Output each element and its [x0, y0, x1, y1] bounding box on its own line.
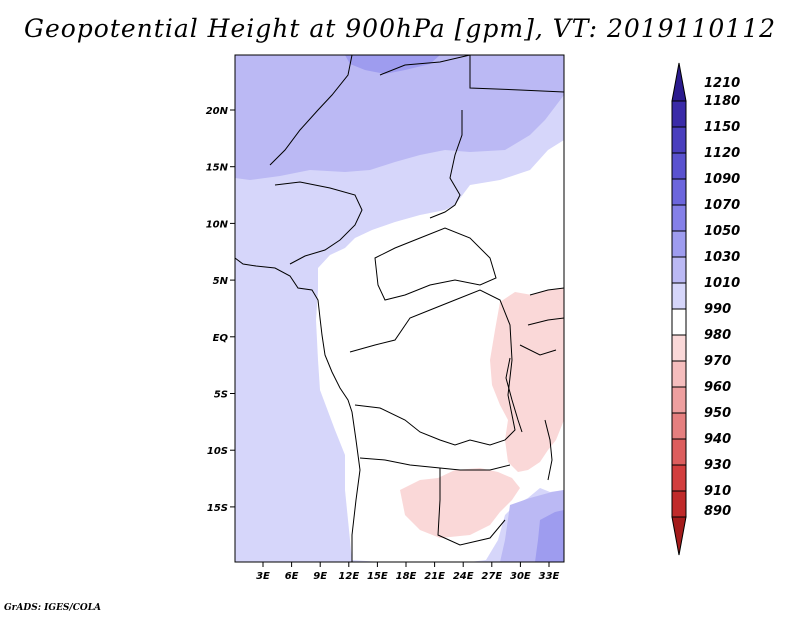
lat-tick-label: 5S	[214, 390, 228, 401]
colorbar-swatch	[671, 308, 687, 336]
lon-tick-label: 9E	[313, 571, 327, 582]
lon-tick-label: 24E	[453, 571, 474, 582]
colorbar-label: 960	[704, 380, 731, 395]
colorbar-label: 1150	[704, 120, 740, 135]
border-east-africa	[519, 287, 564, 356]
border-car	[374, 227, 497, 301]
colorbar-label: 990	[704, 302, 731, 317]
lat-tick-label: EQ	[213, 333, 229, 344]
colorbar-label: 940	[704, 432, 731, 447]
colorbar-label: 970	[704, 354, 731, 369]
lat-tick-label: 20N	[206, 106, 229, 117]
colorbar-label: 950	[704, 406, 731, 421]
colorbar-label: 1090	[704, 172, 740, 187]
colorbar-swatch	[671, 256, 687, 284]
colorbar-swatch	[671, 152, 687, 180]
chart-title: Geopotential Height at 900hPa [gpm], VT:…	[23, 14, 777, 43]
border-nigeria	[274, 181, 363, 265]
lake-tanganyika	[505, 357, 523, 433]
border-sahel	[269, 55, 353, 166]
colorbar-swatch	[671, 334, 687, 362]
colorbar-label: 1010	[704, 276, 740, 291]
lon-tick-label: 15E	[367, 571, 388, 582]
lat-tick-label: 15N	[206, 163, 229, 174]
colorbar-label: 1120	[704, 146, 740, 161]
map-frame	[234, 54, 565, 563]
colorbar-swatch	[671, 204, 687, 232]
colorbar-swatch	[671, 490, 687, 518]
band-980-east	[490, 288, 564, 472]
credit-label: GrADS: IGES/COLA	[4, 603, 102, 613]
colorbar: 1210 1180 1150 1120 1090 1070 1050 1030 1010 990 9…	[671, 62, 740, 556]
colorbar-swatch	[671, 126, 687, 154]
lon-tick-label: 27E	[481, 571, 502, 582]
band-980-south	[400, 468, 520, 538]
lat-tick-label: 10S	[207, 446, 228, 457]
latitude-axis: 20N 15N 10N 5N EQ 5S 10S 15S	[206, 106, 235, 514]
colorbar-label: 1070	[704, 198, 740, 213]
colorbar-label: 1210	[704, 76, 740, 91]
lon-tick-label: 30E	[510, 571, 531, 582]
band-990-interior	[316, 140, 564, 562]
colorbar-swatch	[671, 386, 687, 414]
border-sudan-north	[469, 55, 564, 93]
longitude-axis: 3E 6E 9E 12E 15E 18E 21E 24E 27E 30E 33E	[256, 562, 560, 582]
lat-tick-label: 15S	[207, 503, 228, 514]
colorbar-label: 1030	[704, 250, 740, 265]
colorbar-label: 1050	[704, 224, 740, 239]
contour-fill	[235, 55, 564, 562]
colorbar-swatch	[671, 230, 687, 258]
border-zambia-zimbabwe	[437, 468, 506, 546]
lon-tick-label: 18E	[396, 571, 417, 582]
colorbar-label: 980	[704, 328, 731, 343]
lon-tick-label: 21E	[424, 571, 445, 582]
colorbar-swatch	[671, 438, 687, 466]
border-chad-sudan	[429, 110, 463, 219]
lon-tick-label: 12E	[338, 571, 359, 582]
colorbar-label: 1180	[704, 94, 740, 109]
colorbar-swatch	[671, 360, 687, 388]
border-drc	[349, 289, 516, 446]
colorbar-label: 910	[704, 484, 731, 499]
coastline-west-africa	[235, 257, 361, 562]
lon-tick-label: 3E	[256, 571, 270, 582]
colorbar-swatch	[671, 412, 687, 440]
colorbar-label: 890	[704, 504, 731, 519]
colorbar-swatch	[671, 464, 687, 492]
border-libya-chad	[379, 55, 471, 76]
band-1050-north	[345, 55, 440, 74]
boundaries	[235, 55, 564, 562]
colorbar-swatch	[671, 178, 687, 206]
lon-tick-label: 6E	[285, 571, 299, 582]
lake-malawi	[544, 419, 553, 481]
lon-tick-label: 33E	[539, 571, 560, 582]
colorbar-swatch	[671, 100, 687, 128]
colorbar-swatch	[671, 282, 687, 310]
colorbar-cap-bottom	[671, 516, 687, 556]
band-1050-southeast	[535, 510, 564, 562]
lat-tick-label: 5N	[213, 276, 229, 287]
colorbar-label: 930	[704, 458, 731, 473]
band-1030-north	[235, 55, 564, 180]
lat-tick-label: 10N	[206, 219, 229, 230]
colorbar-cap-top	[671, 62, 687, 102]
